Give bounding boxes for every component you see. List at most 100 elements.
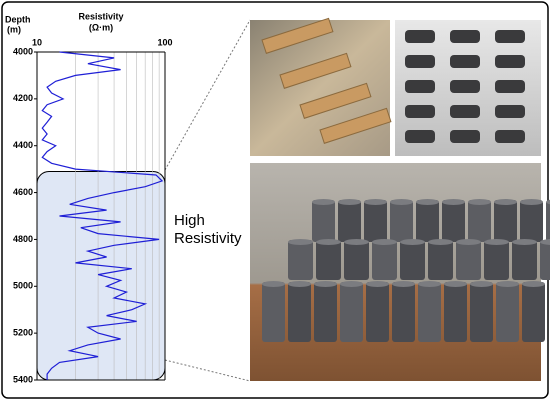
y-tick-label: 4400 [13,140,33,150]
core-sample [392,282,415,342]
core-sample [316,240,341,280]
core-box [299,82,372,119]
core-sample [494,200,517,242]
core-top [364,199,387,205]
core-sample [364,200,387,242]
core-box [319,107,392,144]
core-sample [314,282,337,342]
core-sample [442,200,465,242]
core-sample [456,240,481,280]
core-sample [366,282,389,342]
y-axis-label: Depth [5,14,31,24]
core-top [540,239,550,245]
annotation: High Resistivity [174,212,242,247]
core-sample [540,240,550,280]
bagged-core [405,30,435,43]
core-sample [470,282,493,342]
bagged-core [405,105,435,118]
core-top [288,239,313,245]
core-top [316,239,341,245]
bagged-core [495,55,525,68]
core-sample [468,200,491,242]
core-top [338,199,361,205]
core-sample [344,240,369,280]
bagged-core [495,105,525,118]
core-top [344,239,369,245]
photos [250,17,550,381]
y-axis-unit: (m) [7,24,21,34]
core-top [392,281,415,287]
x-tick-label: 100 [157,37,172,47]
core-top [340,281,363,287]
core-sample [338,200,361,242]
y-tick-label: 5000 [13,281,33,291]
bagged-core [450,30,480,43]
core-sample [372,240,397,280]
core-sample [546,200,550,242]
core-sample [520,200,543,242]
core-top [496,281,519,287]
core-sample [288,282,311,342]
core-sample [262,282,285,342]
core-top [520,199,543,205]
core-top [312,199,335,205]
core-sample [512,240,537,280]
bagged-core [450,55,480,68]
y-tick-label: 4200 [13,93,33,103]
bagged-core [450,105,480,118]
core-sample [444,282,467,342]
core-top [314,281,337,287]
core-top [444,281,467,287]
core-top [546,199,550,205]
core-top [484,239,509,245]
core-top [390,199,413,205]
bagged-core [405,130,435,143]
core-top [456,239,481,245]
x-tick-label: 10 [32,37,42,47]
y-tick-label: 5400 [13,374,33,384]
core-sample [522,282,545,342]
x-axis-label: Resistivity [78,11,123,21]
bagged-core [450,80,480,93]
core-sample [484,240,509,280]
core-sample [418,282,441,342]
core-sample [428,240,453,280]
bagged-core [405,55,435,68]
resistivity-curve [41,51,164,380]
core-top [468,199,491,205]
core-top [288,281,311,287]
y-tick-label: 4600 [13,187,33,197]
core-sample [390,200,413,242]
connector [164,359,251,382]
bagged-core [495,80,525,93]
core-sample [340,282,363,342]
y-tick-label: 4800 [13,234,33,244]
x-axis-unit: (Ω·m) [89,22,113,32]
core-sample [416,200,439,242]
core-top [470,281,493,287]
bagged-core [405,80,435,93]
core-top [418,281,441,287]
bagged-core [495,30,525,43]
core-top [366,281,389,287]
core-sample [312,200,335,242]
bagged-core [450,130,480,143]
bagged-core [495,130,525,143]
core-top [262,281,285,287]
core-top [512,239,537,245]
core-top [494,199,517,205]
core-top [400,239,425,245]
core-top [416,199,439,205]
core-sample [496,282,519,342]
core-top [522,281,545,287]
connector [164,19,251,171]
core-box [261,17,334,54]
core-top [428,239,453,245]
core-box [279,52,352,89]
core-sample [400,240,425,280]
core-sample [288,240,313,280]
core-top [442,199,465,205]
y-tick-label: 5200 [13,328,33,338]
